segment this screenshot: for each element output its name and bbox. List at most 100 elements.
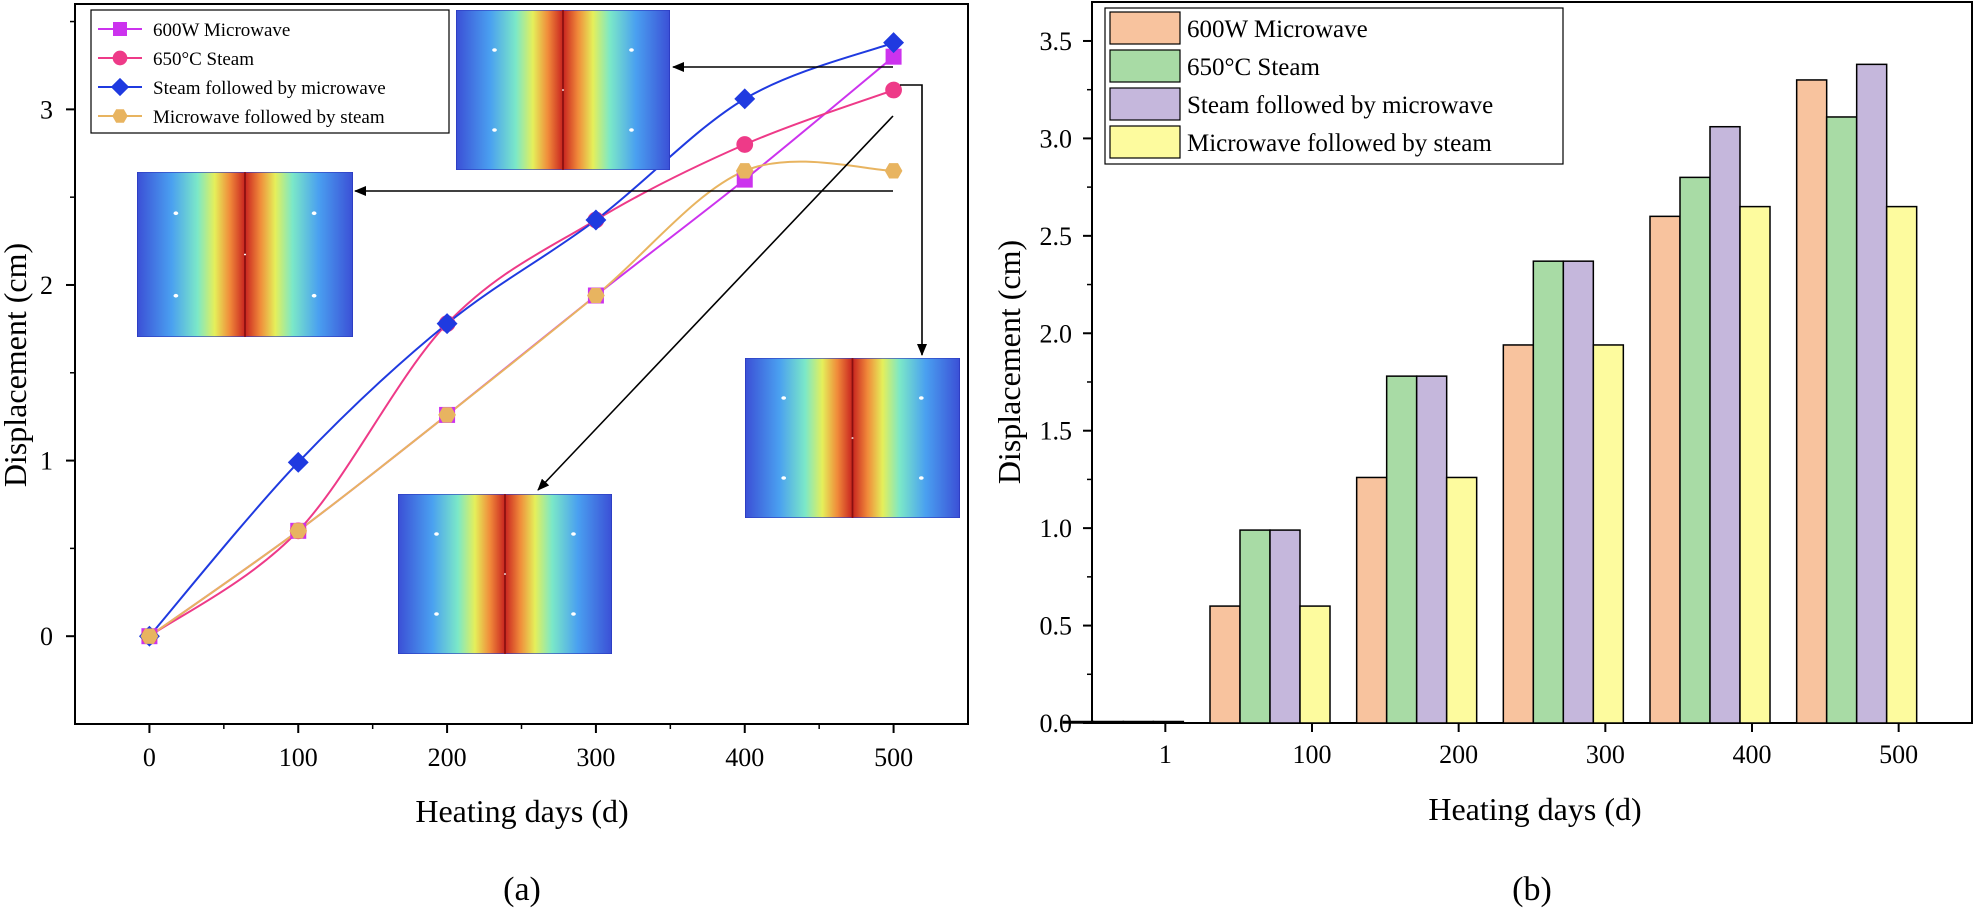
panel-a-x-tick-label: 300 [576, 743, 615, 772]
line-microwave-followed-by-steam [148, 160, 894, 638]
panel-b-x-axis-title: Heating days (d) [1428, 791, 1641, 827]
point-microwave-followed-by-steam [884, 163, 903, 179]
point-microwave-followed-by-steam [140, 628, 159, 644]
bar-steam-followed-by-microwave-200 [1415, 375, 1448, 724]
point-microwave-followed-by-steam [587, 287, 605, 304]
bar-steam-followed-by-microwave-300 [1562, 260, 1595, 724]
arrow-to-inset-650c-steam [537, 115, 894, 491]
inset-contour-steam-followed-by-microwave [456, 10, 670, 170]
bar-650-c-steam-400 [1679, 176, 1711, 724]
panel-b-x-tick-label: 500 [1879, 740, 1918, 769]
point-microwave-followed-by-steam [735, 163, 754, 179]
point-650-c-steam [885, 81, 902, 99]
legend-a-label-steam-followed-by-microwave: Steam followed by microwave [153, 78, 386, 99]
bar-microwave-followed-by-steam-300 [1592, 344, 1625, 724]
legend-a-label-600w-microwave: 600W Microwave [153, 20, 290, 41]
panel-a-y-tick-label: 0 [40, 622, 53, 651]
inset-contour-microwave-followed-by-steam [137, 172, 353, 337]
point-steam-followed-by-microwave [883, 32, 905, 54]
panel-b-bars [1062, 63, 1918, 724]
bar-650-c-steam-500 [1825, 116, 1858, 724]
panel-b-x-tick-label: 300 [1586, 740, 1625, 769]
panel-a-y-tick-label: 1 [40, 447, 53, 476]
panel-a-annotation-arrows [354, 62, 927, 491]
bar-microwave-followed-by-steam-100 [1299, 605, 1331, 724]
bar-steam-followed-by-microwave-1 [1122, 720, 1155, 724]
panel-b-bar-chart: 0.00.51.01.52.02.53.03.51 100 200 300 400 500… [991, 1, 1973, 908]
bar-650-c-steam-1 [1092, 720, 1125, 724]
panel-a-x-tick-label: 0 [143, 743, 156, 772]
panel-a-line-chart: 0 100 200 300 400 500 0 1 2 3 600W Microwave 650°C… [0, 3, 969, 908]
panel-a-x-tick-label: 400 [725, 743, 764, 772]
legend-b-swatch-microwave-followed-by-steam [1109, 125, 1181, 159]
panel-a-x-tick-label: 500 [874, 743, 913, 772]
panel-b-legend: 600W Microwave 650°C Steam Steam followed … [1104, 7, 1564, 165]
bar-600w-microwave-1 [1062, 720, 1095, 724]
legend-a-swatch-marker [112, 50, 128, 66]
panel-b-axes: 0.00.51.01.52.02.53.03.51 100 200 300 400 500 [1040, 1, 1973, 769]
legend-b-label-steam-followed-by-microwave: Steam followed by microwave [1187, 92, 1493, 119]
bar-microwave-followed-by-steam-1 [1152, 720, 1185, 724]
panel-b-y-tick-label: 2.0 [1040, 319, 1073, 348]
panel-b-x-tick-label: 1 [1159, 740, 1172, 769]
panel-a-legend-frame [90, 9, 450, 134]
legend-a-label-microwave-followed-by-steam: Microwave followed by steam [153, 107, 385, 128]
panel-b-y-tick-label: 2.5 [1040, 222, 1073, 251]
panel-b-x-tick-label: 200 [1439, 740, 1478, 769]
bar-600w-microwave-500 [1795, 79, 1828, 724]
point-650-c-steam [736, 136, 754, 153]
point-steam-followed-by-microwave [734, 88, 756, 110]
legend-a-swatch-marker [112, 109, 128, 123]
bar-600w-microwave-300 [1502, 344, 1535, 724]
panel-a-series-markers [138, 32, 905, 647]
panel-a-x-tick-label: 100 [279, 743, 318, 772]
point-steam-followed-by-microwave [436, 313, 458, 335]
panel-b-legend-frame [1104, 7, 1564, 165]
legend-b-label-microwave-followed-by-steam: Microwave followed by steam [1187, 130, 1492, 157]
legend-b-swatch-600w-microwave [1109, 11, 1181, 45]
bar-microwave-followed-by-steam-400 [1739, 205, 1771, 724]
panel-b-y-tick-label: 3.5 [1040, 27, 1073, 56]
panel-b-y-tick-label: 0.5 [1040, 612, 1073, 641]
panel-a-axes: 0 100 200 300 400 500 0 1 2 3 [40, 3, 969, 772]
panel-b-x-tick-label: 100 [1293, 740, 1332, 769]
inset-contour-650c-steam [398, 494, 612, 654]
panel-a-legend: 600W Microwave 650°C Steam Steam followed … [90, 9, 450, 134]
bar-600w-microwave-400 [1649, 215, 1681, 724]
panel-a-label: (a) [503, 871, 541, 908]
point-steam-followed-by-microwave [287, 451, 309, 473]
legend-b-swatch-650-c-steam [1109, 49, 1181, 83]
panel-a-x-tick-label: 200 [428, 743, 467, 772]
point-steam-followed-by-microwave [585, 209, 607, 231]
panel-a-y-tick-label: 3 [40, 95, 53, 124]
panel-b-y-axis-title: Displacement (cm) [991, 240, 1027, 484]
inset-contour-600w-microwave [745, 358, 960, 518]
panel-b-label: (b) [1512, 871, 1552, 908]
panel-b-y-tick-label: 1.0 [1040, 514, 1073, 543]
bar-steam-followed-by-microwave-100 [1269, 529, 1301, 724]
panel-a-y-tick-label: 2 [40, 271, 53, 300]
panel-b-y-tick-label: 1.5 [1040, 417, 1073, 446]
legend-b-label-650-c-steam: 650°C Steam [1187, 54, 1320, 81]
bar-650-c-steam-100 [1239, 529, 1271, 724]
legend-a-label-650-c-steam: 650°C Steam [153, 49, 254, 70]
legend-a-swatch-marker [113, 22, 127, 36]
bar-steam-followed-by-microwave-400 [1709, 125, 1741, 724]
bar-600w-microwave-200 [1355, 476, 1388, 724]
bar-600w-microwave-100 [1209, 605, 1241, 724]
bar-microwave-followed-by-steam-500 [1885, 205, 1918, 724]
point-microwave-followed-by-steam [289, 523, 308, 539]
bar-microwave-followed-by-steam-200 [1445, 476, 1478, 724]
panel-b-x-tick-label: 400 [1733, 740, 1772, 769]
bar-steam-followed-by-microwave-500 [1855, 63, 1888, 724]
legend-b-swatch-steam-followed-by-microwave [1109, 87, 1181, 121]
arrow-to-inset-600w-microwave [900, 84, 927, 356]
panel-a-x-axis-title: Heating days (d) [415, 793, 628, 829]
bar-650-c-steam-300 [1532, 260, 1565, 724]
panel-a-y-axis-title: Displacement (cm) [0, 243, 33, 487]
legend-b-label-600w-microwave: 600W Microwave [1187, 16, 1368, 43]
legend-a-swatch-marker [110, 77, 130, 97]
bar-650-c-steam-200 [1385, 375, 1418, 724]
panel-b-y-tick-label: 3.0 [1040, 124, 1073, 153]
